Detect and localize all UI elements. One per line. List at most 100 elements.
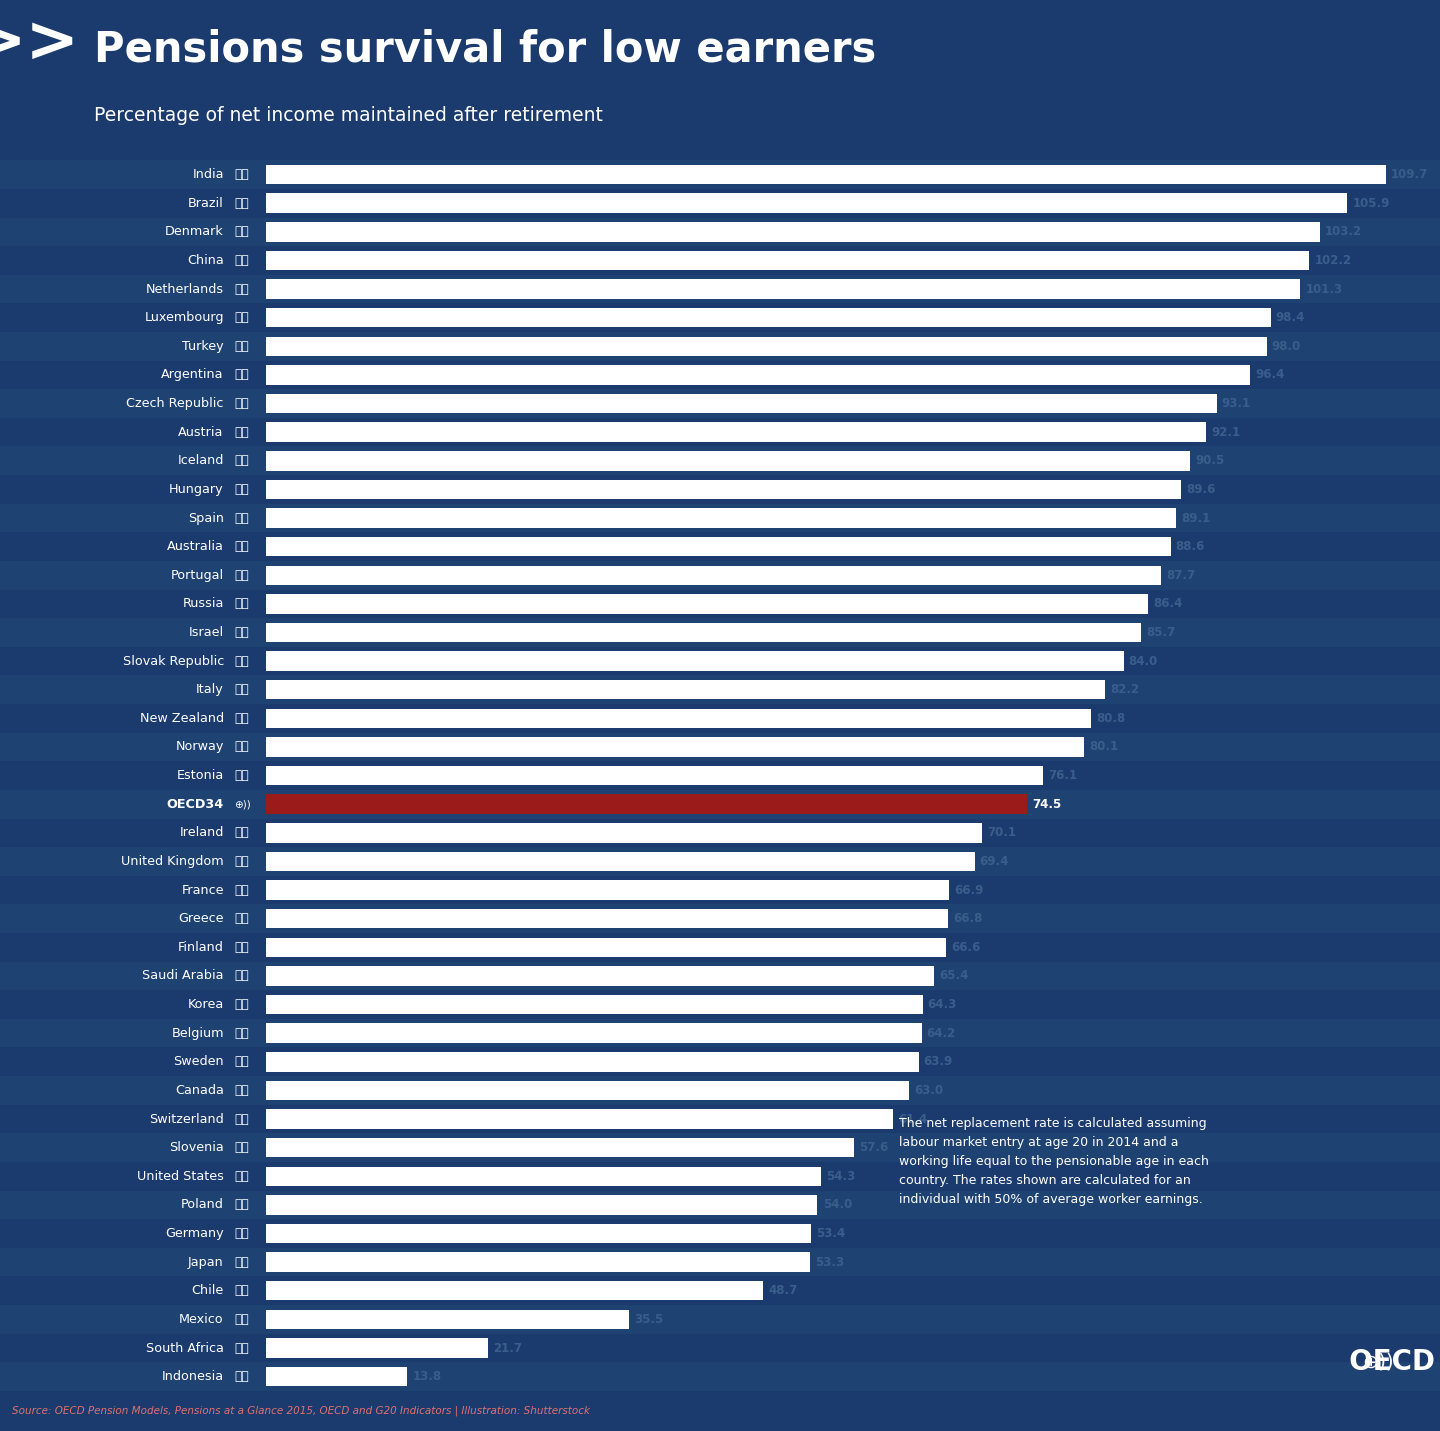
Bar: [0, 590, 266, 618]
Text: ⊕)): ⊕)): [1362, 1352, 1394, 1372]
Text: 105.9: 105.9: [1352, 196, 1390, 210]
Text: 🇨🇳: 🇨🇳: [235, 253, 249, 268]
Text: 🇮🇸: 🇮🇸: [235, 454, 249, 468]
Bar: [266, 880, 949, 900]
Text: Iceland: Iceland: [177, 454, 223, 468]
Bar: [266, 937, 946, 957]
Bar: [0, 1305, 266, 1334]
Text: China: China: [187, 253, 223, 268]
Text: 66.8: 66.8: [953, 912, 982, 926]
Text: 98.4: 98.4: [1276, 311, 1305, 325]
Text: 53.4: 53.4: [816, 1226, 845, 1241]
Bar: [266, 561, 1440, 590]
Text: 🇨🇦: 🇨🇦: [235, 1083, 249, 1098]
Bar: [0, 1276, 266, 1305]
Text: 92.1: 92.1: [1211, 425, 1240, 439]
Bar: [0, 504, 266, 532]
Text: Czech Republic: Czech Republic: [127, 396, 223, 411]
Text: 🇮🇳: 🇮🇳: [235, 167, 249, 182]
Bar: [266, 446, 1440, 475]
Text: 🇰🇷: 🇰🇷: [235, 997, 249, 1012]
Bar: [266, 1166, 821, 1186]
Bar: [266, 737, 1084, 757]
Bar: [0, 933, 266, 962]
Text: 🇮🇩: 🇮🇩: [235, 1369, 249, 1384]
Bar: [266, 532, 1440, 561]
Bar: [266, 1162, 1440, 1191]
Text: 35.5: 35.5: [634, 1312, 662, 1327]
Bar: [266, 422, 1207, 442]
Bar: [0, 160, 266, 189]
Text: 13.8: 13.8: [412, 1369, 442, 1384]
Bar: [0, 790, 266, 819]
Text: 76.1: 76.1: [1048, 768, 1077, 783]
Bar: [0, 876, 266, 904]
Text: 🇸🇮: 🇸🇮: [235, 1141, 249, 1155]
Text: Source: OECD Pension Models, Pensions at a Glance 2015, OECD and G20 Indicators : Source: OECD Pension Models, Pensions at…: [12, 1405, 589, 1417]
Text: 86.4: 86.4: [1153, 597, 1182, 611]
Text: 🇨🇿: 🇨🇿: [235, 396, 249, 411]
Bar: [0, 1019, 266, 1047]
Text: 🇪🇪: 🇪🇪: [235, 768, 249, 783]
Text: 57.6: 57.6: [860, 1141, 888, 1155]
Bar: [0, 761, 266, 790]
Bar: [0, 904, 266, 933]
Text: Brazil: Brazil: [189, 196, 223, 210]
Text: 🇬🇧: 🇬🇧: [235, 854, 249, 869]
Bar: [266, 1019, 1440, 1047]
Bar: [266, 1047, 1440, 1076]
Bar: [266, 193, 1348, 213]
Text: 🇦🇹: 🇦🇹: [235, 425, 249, 439]
Text: 🇹🇷: 🇹🇷: [235, 339, 249, 353]
Bar: [0, 446, 266, 475]
Text: Canada: Canada: [174, 1083, 223, 1098]
Text: 74.5: 74.5: [1032, 797, 1061, 811]
Bar: [266, 618, 1440, 647]
Text: 🇪🇸: 🇪🇸: [235, 511, 249, 525]
Bar: [266, 1076, 1440, 1105]
Bar: [0, 218, 266, 246]
Bar: [0, 962, 266, 990]
Text: 🇮🇱: 🇮🇱: [235, 625, 249, 640]
Bar: [266, 418, 1440, 446]
Bar: [266, 708, 1092, 728]
Text: India: India: [193, 167, 223, 182]
Bar: [266, 1023, 922, 1043]
Bar: [0, 303, 266, 332]
Text: Luxembourg: Luxembourg: [144, 311, 223, 325]
Bar: [0, 389, 266, 418]
Text: 64.3: 64.3: [927, 997, 958, 1012]
Text: Russia: Russia: [183, 597, 223, 611]
Text: Austria: Austria: [179, 425, 223, 439]
Text: Netherlands: Netherlands: [145, 282, 223, 296]
Bar: [0, 1162, 266, 1191]
Text: Israel: Israel: [189, 625, 223, 640]
Text: 85.7: 85.7: [1146, 625, 1175, 640]
Bar: [266, 1305, 1440, 1334]
Bar: [0, 246, 266, 275]
Bar: [266, 1252, 811, 1272]
Text: Chile: Chile: [192, 1284, 223, 1298]
Bar: [266, 1309, 629, 1329]
Text: 🇦🇺: 🇦🇺: [235, 539, 249, 554]
Bar: [266, 389, 1440, 418]
Text: 63.9: 63.9: [923, 1055, 953, 1069]
Text: 🇳🇴: 🇳🇴: [235, 740, 249, 754]
Bar: [266, 303, 1440, 332]
Bar: [0, 1219, 266, 1248]
Text: 66.6: 66.6: [952, 940, 981, 954]
Text: Poland: Poland: [181, 1198, 223, 1212]
Bar: [266, 218, 1440, 246]
Bar: [0, 675, 266, 704]
Text: >>: >>: [0, 13, 79, 74]
Text: 63.0: 63.0: [914, 1083, 943, 1098]
Bar: [0, 418, 266, 446]
Bar: [266, 246, 1440, 275]
Text: 84.0: 84.0: [1129, 654, 1158, 668]
Bar: [0, 847, 266, 876]
Bar: [0, 532, 266, 561]
Text: 70.1: 70.1: [986, 826, 1015, 840]
Bar: [266, 1195, 818, 1215]
Text: Italy: Italy: [196, 683, 223, 697]
Text: 103.2: 103.2: [1325, 225, 1362, 239]
